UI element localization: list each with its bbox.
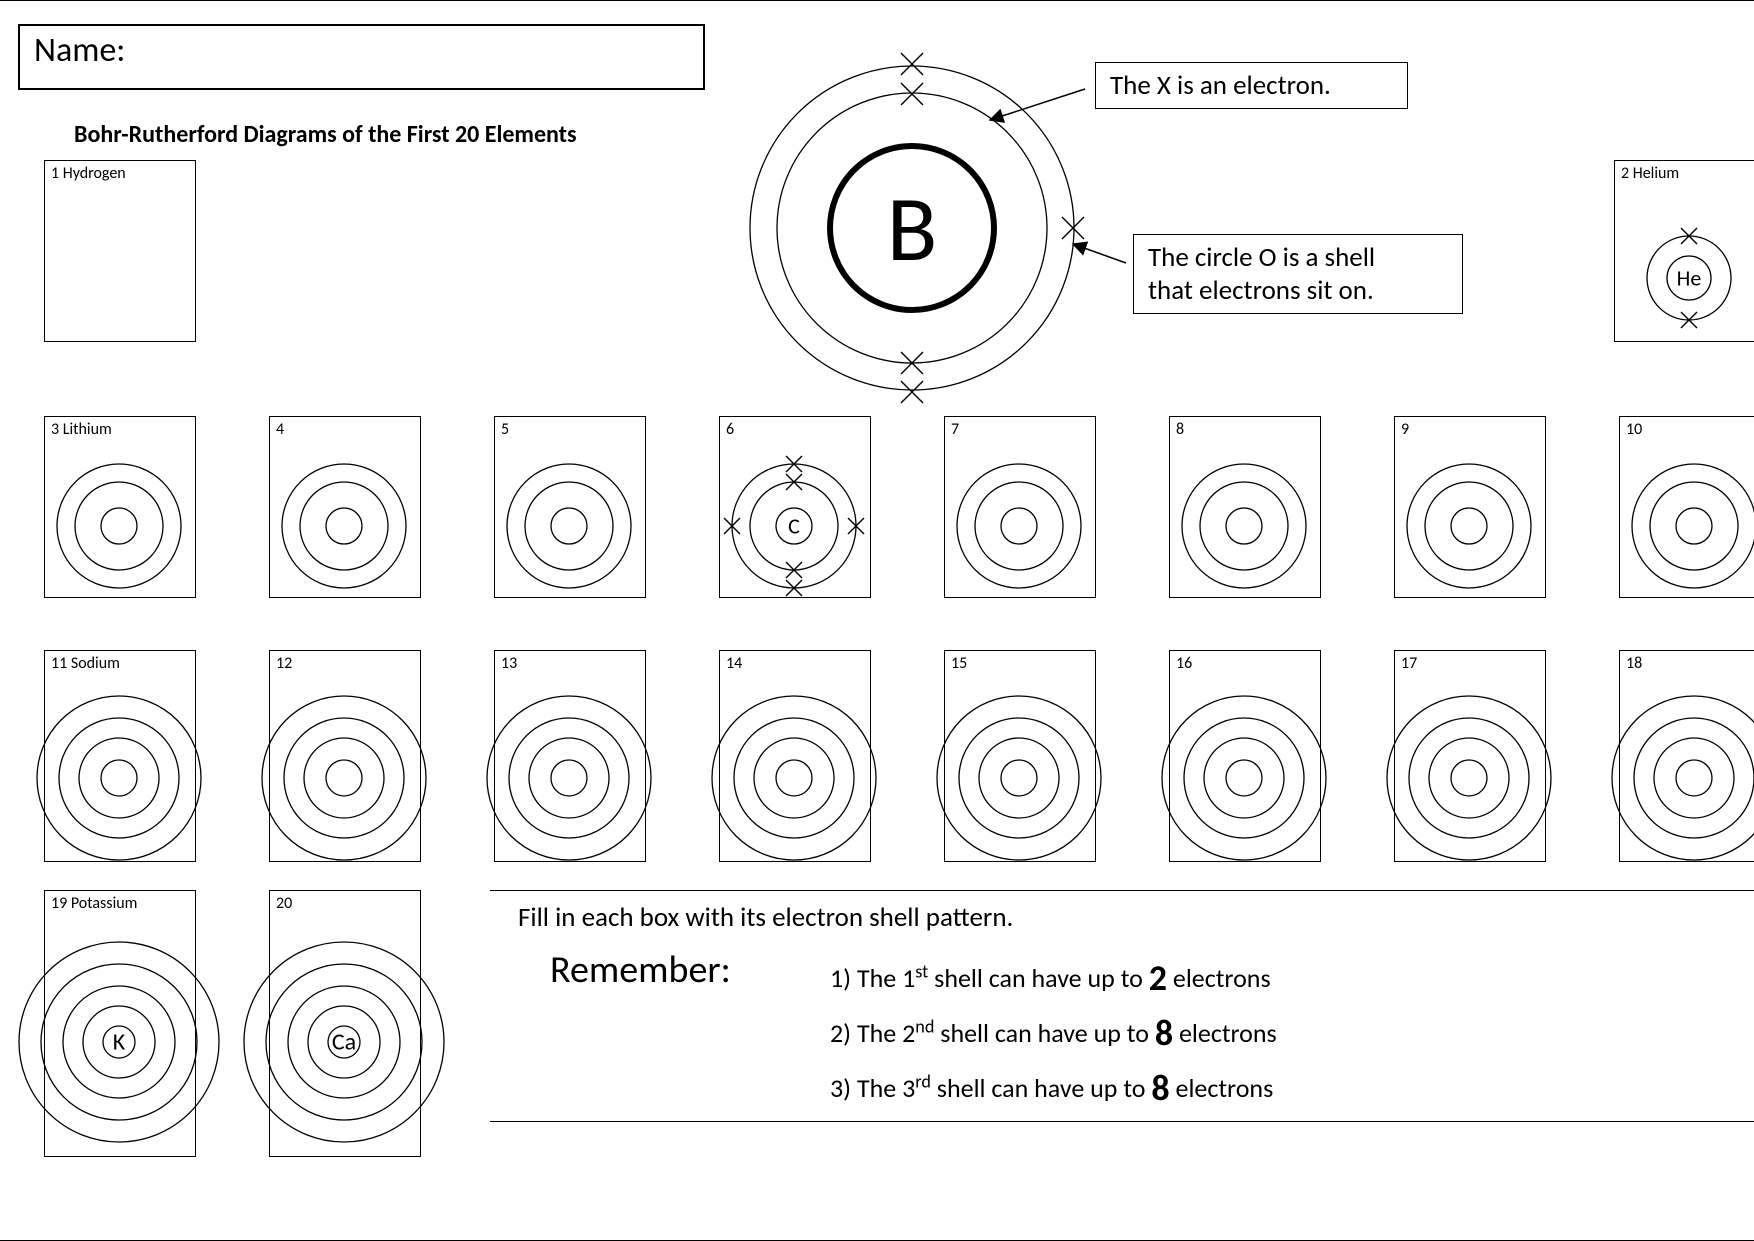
rule-2: 2) The 2nd shell can have up to 8 electr… [830, 1011, 1277, 1055]
svg-text:Ca: Ca [332, 1028, 356, 1057]
remember-label: Remember: [550, 947, 731, 993]
rule-1: 1) The 1st shell can have up to 2 electr… [830, 956, 1271, 1000]
instructions-main: Fill in each box with its electron shell… [518, 901, 1013, 934]
rule-3: 3) The 3rd shell can have up to 8 electr… [830, 1066, 1273, 1110]
instructions-box: Fill in each box with its electron shell… [490, 890, 1754, 1122]
